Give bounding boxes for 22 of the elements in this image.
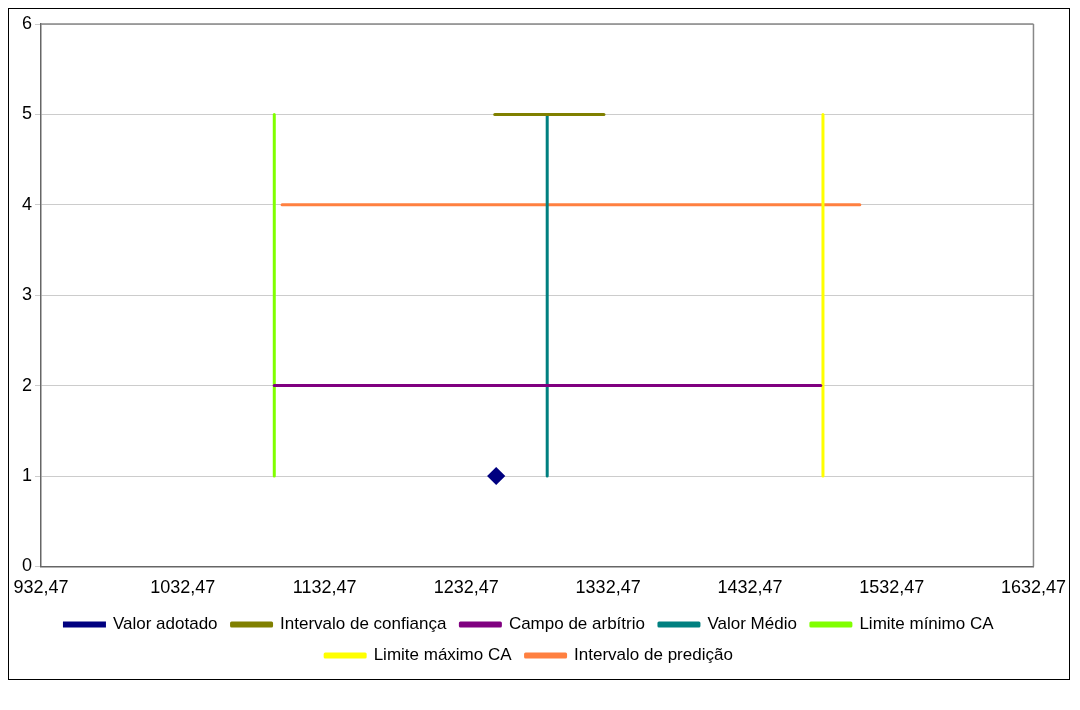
legend-label: Intervalo de confiança [280, 614, 447, 634]
x-tick-label: 1432,47 [717, 577, 783, 598]
x-tick-label: 1532,47 [859, 577, 925, 598]
y-tick-label: 1 [22, 464, 33, 485]
x-tick-label: 1232,47 [433, 577, 499, 598]
legend-label: Limite máximo CA [373, 645, 513, 665]
legend-label: Intervalo de predição [574, 645, 733, 665]
y-tick-label: 6 [22, 12, 33, 33]
y-tick-label: 0 [22, 555, 33, 576]
y-tick-label: 4 [22, 193, 33, 214]
y-tick-label: 5 [22, 103, 33, 124]
x-tick-label: 932,47 [13, 577, 69, 598]
legend-label: Limite mínimo CA [859, 614, 995, 634]
y-tick-label: 3 [22, 284, 33, 305]
y-tick-label: 2 [22, 374, 33, 395]
x-tick-label: 1032,47 [150, 577, 216, 598]
legend-label: Valor Médio [707, 614, 797, 634]
legend-label: Valor adotado [112, 614, 218, 634]
x-tick-label: 1332,47 [575, 577, 641, 598]
x-tick-label: 1632,47 [1000, 577, 1067, 598]
x-tick-label: 1132,47 [292, 577, 357, 598]
legend-label: Campo de arbítrio [508, 614, 645, 634]
